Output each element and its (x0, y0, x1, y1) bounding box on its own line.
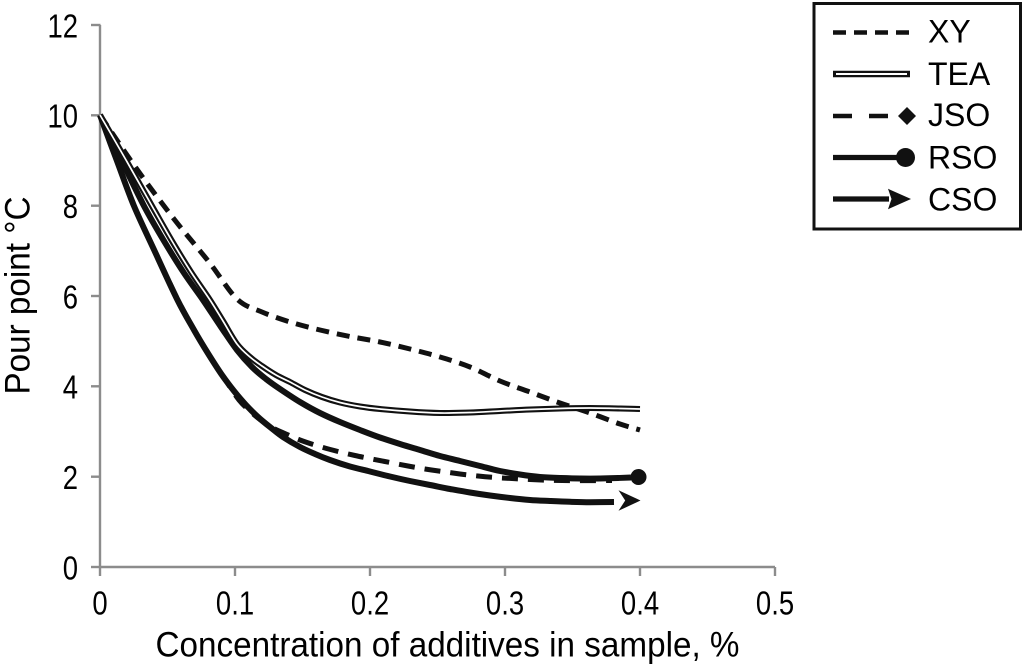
svg-text:0: 0 (63, 550, 78, 587)
svg-text:6: 6 (63, 279, 78, 316)
svg-text:10: 10 (47, 98, 78, 135)
svg-text:0.5: 0.5 (756, 585, 794, 622)
svg-text:TEA: TEA (928, 56, 991, 92)
svg-text:Pour point °C: Pour point °C (0, 197, 38, 395)
svg-text:0.3: 0.3 (486, 585, 524, 622)
svg-text:RSO: RSO (928, 140, 997, 176)
svg-text:8: 8 (63, 188, 78, 225)
svg-text:JSO: JSO (928, 97, 990, 133)
svg-text:0: 0 (92, 585, 107, 622)
svg-text:XY: XY (928, 14, 971, 50)
svg-text:0.2: 0.2 (351, 585, 389, 622)
svg-text:0.1: 0.1 (216, 585, 254, 622)
svg-text:2: 2 (63, 459, 78, 496)
svg-text:0.4: 0.4 (621, 585, 659, 622)
svg-text:Concentration of additives in: Concentration of additives in sample, % (156, 626, 740, 664)
svg-text:CSO: CSO (928, 182, 997, 218)
svg-text:12: 12 (47, 8, 78, 45)
svg-text:4: 4 (63, 369, 78, 406)
